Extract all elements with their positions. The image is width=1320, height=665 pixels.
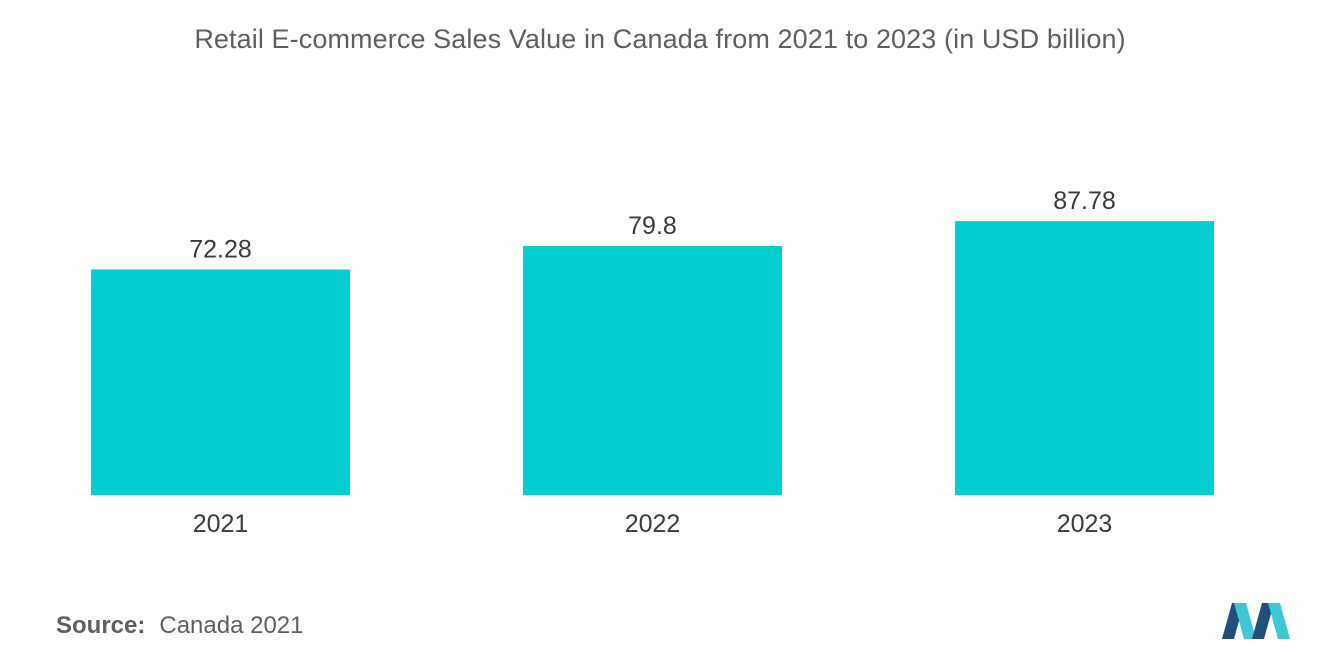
category-label-2021: 2021 [193, 510, 249, 538]
value-label-2023: 87.78 [1053, 187, 1116, 215]
value-label-2021: 72.28 [189, 235, 252, 263]
source-note: Source: Canada 2021 [56, 612, 304, 640]
bar-2023 [955, 221, 1214, 495]
source-text: Canada 2021 [159, 612, 304, 639]
value-labels-group: 72.28 79.8 87.78 [189, 187, 1116, 263]
chart-title: Retail E-commerce Sales Value in Canada … [194, 24, 1126, 54]
value-label-2022: 79.8 [628, 212, 677, 240]
category-label-2022: 2022 [625, 510, 681, 538]
source-label: Source: [56, 612, 146, 639]
category-labels-group: 2021 2022 2023 [193, 510, 1113, 538]
bar-2021 [91, 269, 350, 495]
category-label-2023: 2023 [1057, 510, 1113, 538]
bars-group [91, 221, 1214, 495]
bar-2022 [523, 246, 782, 495]
mordor-intelligence-logo-icon [1222, 603, 1290, 639]
